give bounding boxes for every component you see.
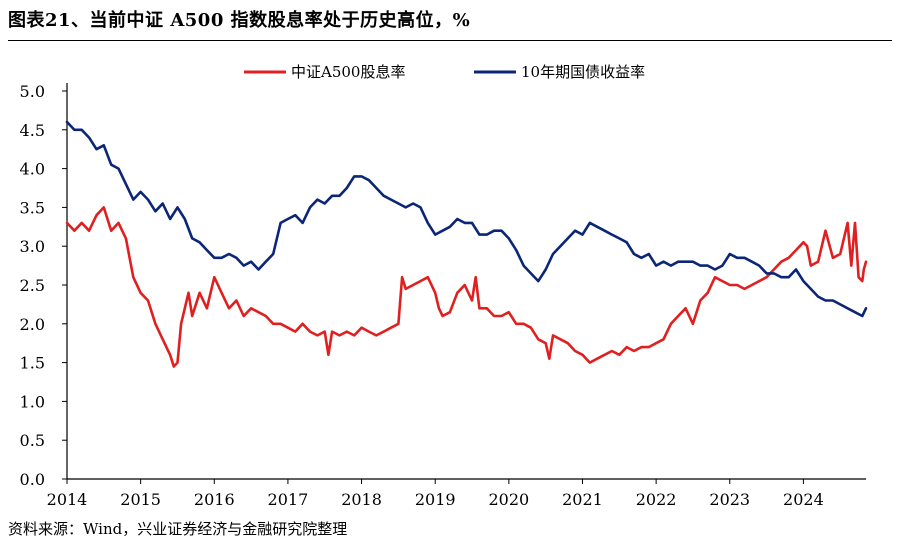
x-tick-label: 2020 [488, 490, 529, 509]
y-tick-label: 2.0 [20, 315, 45, 334]
y-tick-label: 3.0 [20, 237, 45, 256]
x-tick-label: 2016 [194, 490, 235, 509]
x-tick-label: 2023 [709, 490, 750, 509]
x-tick-label: 2022 [636, 490, 677, 509]
series-lines [65, 120, 868, 368]
legend: 中证A500股息率 10年期国债收益率 [244, 63, 645, 81]
source-note: 资料来源：Wind，兴业证券经济与金融研究院整理 [8, 520, 348, 538]
legend-label-bond-yield: 10年期国债收益率 [521, 63, 645, 81]
x-tick-label: 2021 [562, 490, 603, 509]
y-tick-label: 3.5 [20, 198, 45, 217]
x-tick-label: 2015 [120, 490, 161, 509]
y-tick-label: 1.5 [20, 354, 45, 373]
y-tick-label: 4.0 [20, 160, 45, 179]
series-line-bond-yield [65, 120, 868, 318]
legend-label-dividend-yield: 中证A500股息率 [291, 63, 405, 81]
chart-title: 图表21、当前中证 A500 指数股息率处于历史高位，% [8, 10, 471, 31]
y-axis: 0.0 0.5 1.0 1.5 2.0 2.5 3.0 3.5 4.0 4.5 5.0 [20, 82, 68, 489]
x-tick-label: 2017 [268, 490, 309, 509]
y-tick-label: 0.0 [20, 470, 45, 489]
x-axis: 2014 2015 2016 2017 2018 2019 2020 2021 2022 2023… [47, 478, 866, 509]
y-tick-label: 1.0 [20, 392, 45, 411]
x-tick-label: 2018 [341, 490, 382, 509]
title-divider [8, 40, 892, 41]
y-tick-label: 4.5 [20, 121, 45, 140]
x-tick-label: 2024 [783, 490, 824, 509]
series-line-dividend-yield [65, 206, 868, 368]
y-tick-label: 2.5 [20, 276, 45, 295]
x-tick-label: 2014 [47, 490, 88, 509]
y-tick-label: 0.5 [20, 431, 45, 450]
x-tick-label: 2019 [415, 490, 456, 509]
y-tick-label: 5.0 [20, 82, 45, 101]
